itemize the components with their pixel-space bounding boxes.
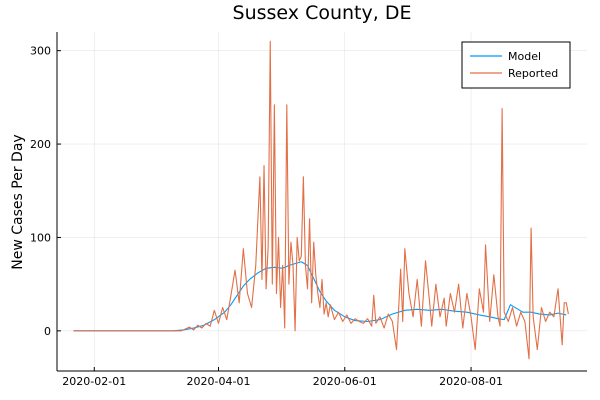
axes [56,32,587,372]
legend-label-reported: Reported [508,67,558,80]
y-tick-label: 200 [30,138,51,151]
x-tick-label: 2020-08-01 [439,375,503,388]
y-tick-label: 0 [44,325,51,338]
y-axis-label: New Cases Per Day [10,134,26,269]
x-tick-label: 2020-06-01 [313,375,377,388]
chart-title: Sussex County, DE [233,2,412,24]
y-tick-label: 100 [30,231,51,244]
legend: Model Reported [461,41,571,89]
legend-label-model: Model [508,50,541,63]
x-tick-label: 2020-04-01 [187,375,251,388]
y-tick-label: 300 [30,45,51,58]
x-tick-label: 2020-02-01 [62,375,126,388]
series-lines [73,40,569,360]
tick-labels: 2020-02-01 2020-04-01 2020-06-01 2020-08-01… [30,45,503,388]
legend-box [461,41,571,89]
series-line-reported [73,40,569,360]
